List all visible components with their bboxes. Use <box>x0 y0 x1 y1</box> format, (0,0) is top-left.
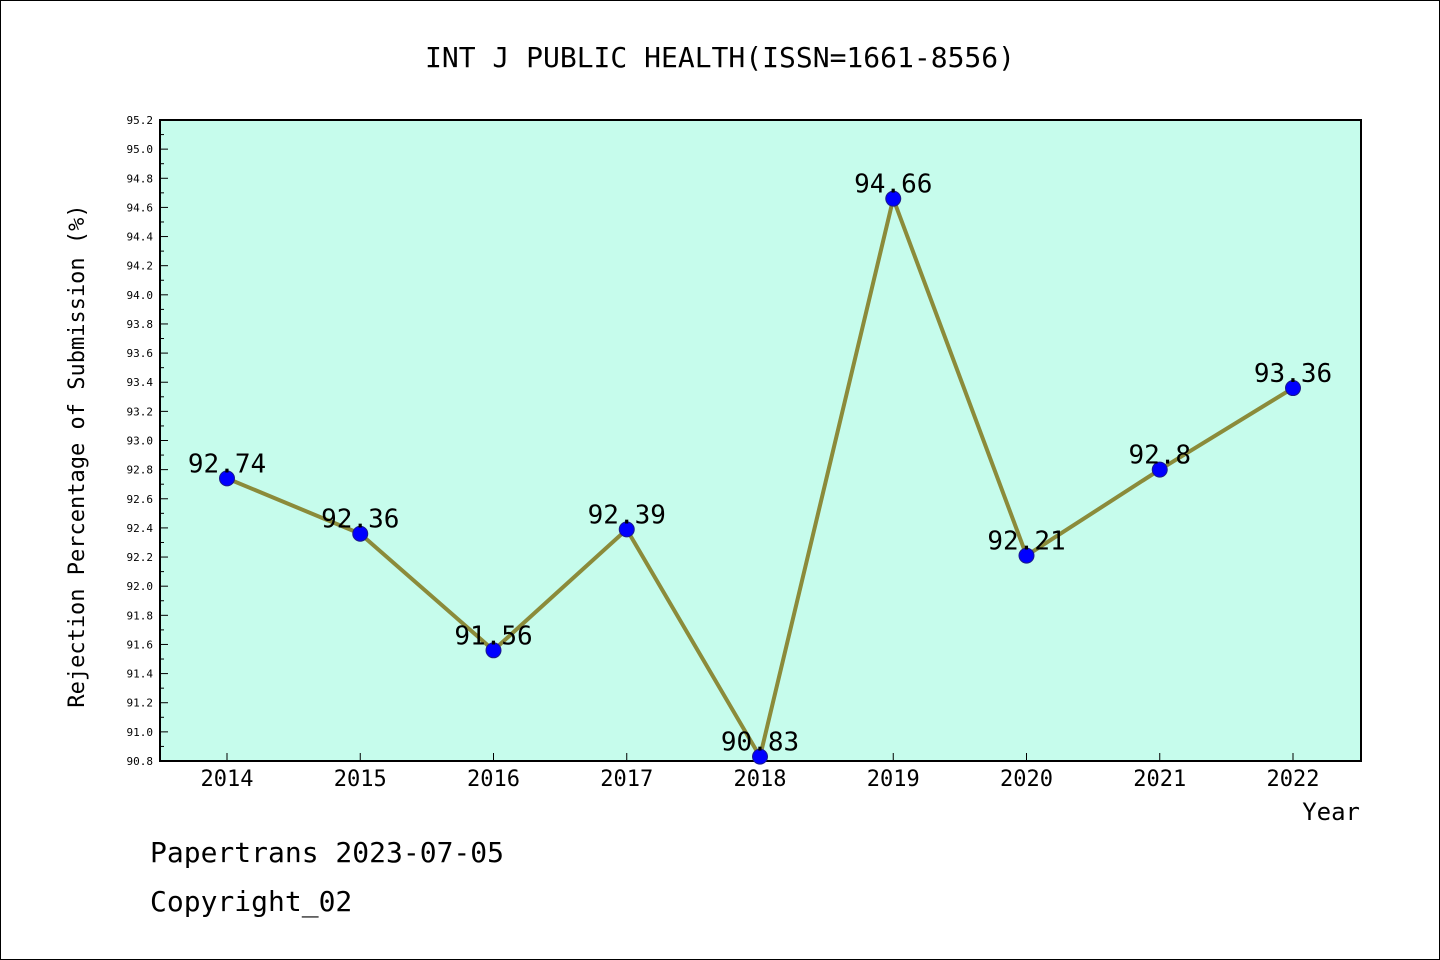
y-tick-label-20: 94.8 <box>127 172 154 185</box>
y-tick-label-0: 90.8 <box>127 755 154 768</box>
data-label-2018: 90.83 <box>721 728 799 758</box>
x-tick-label-4: 2018 <box>734 767 787 792</box>
y-tick-label-15: 93.8 <box>127 318 154 331</box>
data-point-2015 <box>352 525 369 542</box>
data-point-2020 <box>1018 547 1035 564</box>
data-label-2021: 92.8 <box>1128 441 1191 471</box>
x-tick-label-0: 2014 <box>201 767 254 792</box>
plot-area <box>159 119 1362 762</box>
y-tick-label-11: 93.0 <box>127 435 154 448</box>
y-tick-label-2: 91.2 <box>127 697 154 710</box>
x-axis-label: Year <box>1302 798 1360 826</box>
y-tick-label-17: 94.2 <box>127 260 154 273</box>
footer-copyright: Copyright_02 <box>150 885 353 918</box>
data-point-2019 <box>885 190 902 207</box>
data-point-2016 <box>485 642 502 659</box>
x-tick-label-8: 2022 <box>1267 767 1320 792</box>
y-axis-label: Rejection Percentage of Submission (%) <box>65 204 90 707</box>
footer-date: Papertrans 2023-07-05 <box>150 836 505 869</box>
data-point-2017 <box>618 521 635 538</box>
x-tick-label-6: 2020 <box>1000 767 1053 792</box>
y-tick-label-8: 92.4 <box>127 522 154 535</box>
data-label-2015: 92.36 <box>321 505 399 535</box>
x-tick-label-2: 2016 <box>467 767 520 792</box>
y-tick-label-4: 91.6 <box>127 638 154 651</box>
y-tick-label-13: 93.4 <box>127 376 154 389</box>
y-tick-label-1: 91.0 <box>127 726 154 739</box>
y-tick-label-21: 95.0 <box>127 143 154 156</box>
y-tick-label-19: 94.6 <box>127 201 154 214</box>
data-label-2014: 92.74 <box>188 449 266 479</box>
y-tick-label-16: 94.0 <box>127 289 154 302</box>
y-tick-label-18: 94.4 <box>127 231 154 244</box>
y-tick-label-12: 93.2 <box>127 405 154 418</box>
data-point-2018 <box>752 748 768 765</box>
data-label-2017: 92.39 <box>588 500 666 530</box>
y-tick-label-7: 92.2 <box>127 551 154 564</box>
y-tick-label-9: 92.6 <box>127 493 154 506</box>
y-tick-label-6: 92.0 <box>127 580 154 593</box>
x-tick-label-7: 2021 <box>1133 767 1186 792</box>
data-label-2020: 92.21 <box>987 527 1065 557</box>
data-labels: 92.74 92.36 91.56 92.39 90.83 94.66 92.21 92.8 9… <box>188 170 1332 758</box>
y-axis: 90.8 91.0 91.2 91.4 91.6 91.8 92.0 92.2 92.4 92.6… <box>127 114 168 768</box>
data-point-2021 <box>1151 461 1168 478</box>
y-tick-label-10: 92.8 <box>127 464 154 477</box>
data-label-2022: 93.36 <box>1254 359 1332 389</box>
y-tick-label-3: 91.4 <box>127 668 154 681</box>
data-label-2019: 94.66 <box>854 170 932 200</box>
y-tick-label-22: 95.2 <box>127 114 154 127</box>
x-tick-label-3: 2017 <box>600 767 653 792</box>
data-point-2014 <box>219 470 235 487</box>
y-tick-label-5: 91.8 <box>127 609 154 622</box>
x-axis: 2014 2015 2016 2017 2018 2019 2020 2021 2022 <box>201 753 1320 792</box>
x-tick-label-5: 2019 <box>867 767 920 792</box>
data-point-2022 <box>1285 380 1301 397</box>
data-label-2016: 91.56 <box>454 621 532 651</box>
y-tick-label-14: 93.6 <box>127 347 154 360</box>
x-tick-label-1: 2015 <box>334 767 387 792</box>
chart-title: INT J PUBLIC HEALTH(ISSN=1661-8556) <box>425 41 1015 74</box>
data-markers <box>219 190 1301 765</box>
